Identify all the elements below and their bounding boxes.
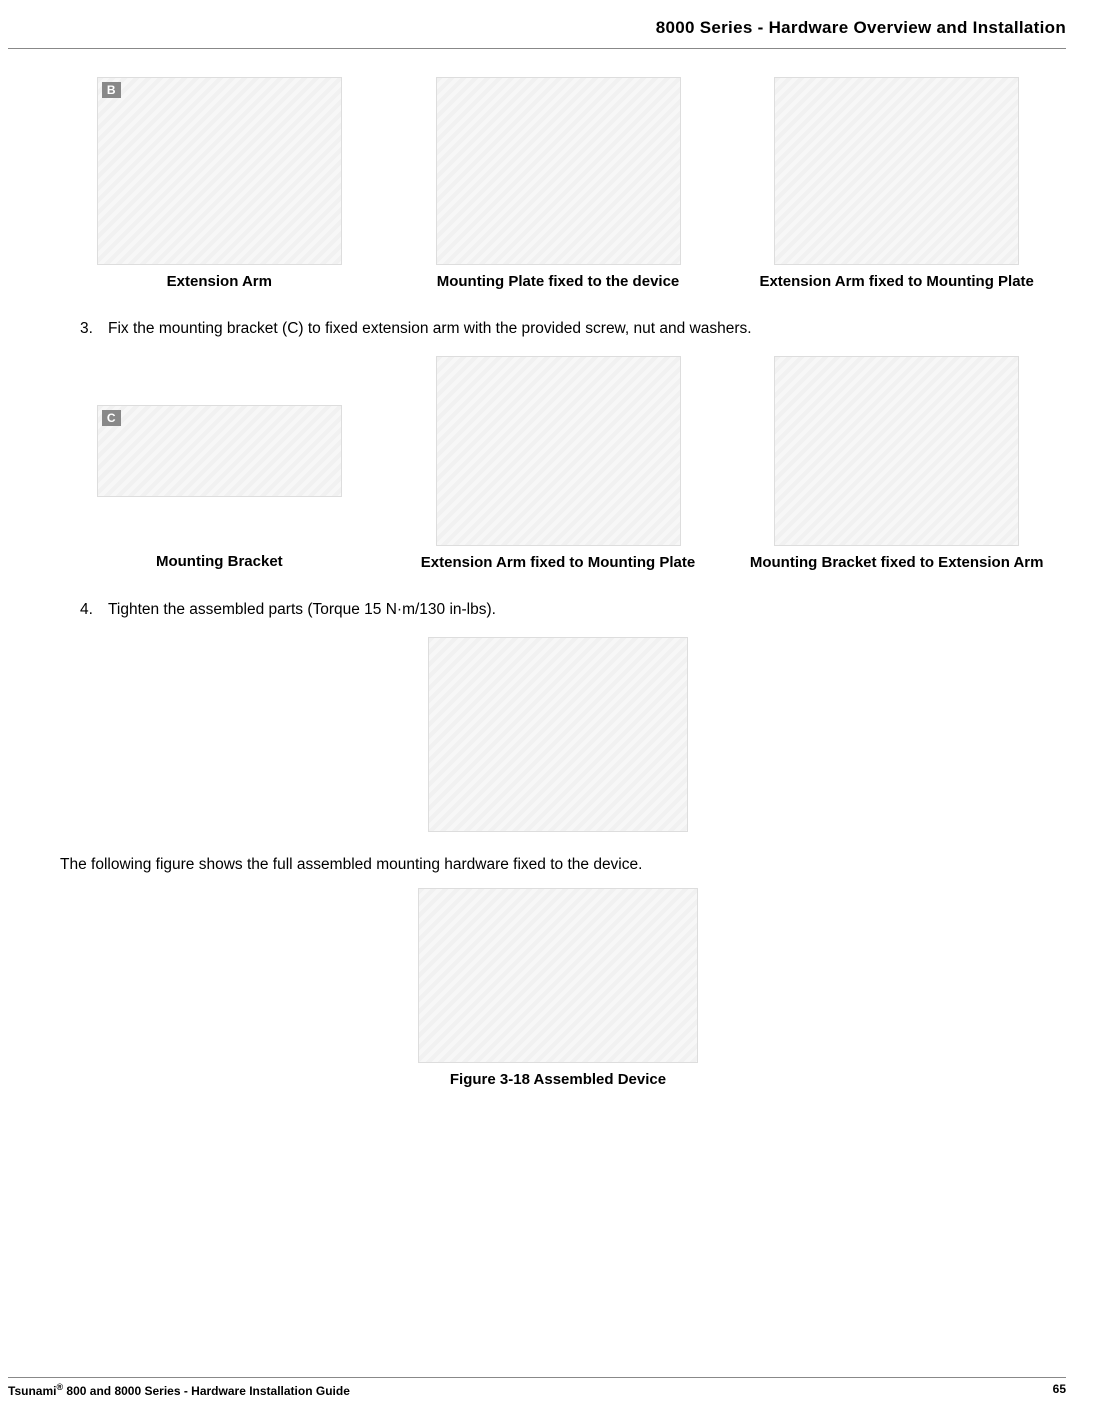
image-arm-on-plate-2 (436, 356, 681, 546)
image-cell: B Extension Arm (60, 77, 379, 292)
image-row-2: C Mounting Bracket Extension Arm fixed t… (60, 356, 1056, 573)
caption: Extension Arm (167, 273, 272, 292)
footer-rule (8, 1377, 1066, 1378)
footer-row: Tsunami® 800 and 8000 Series - Hardware … (8, 1382, 1066, 1398)
caption: Extension Arm fixed to Mounting Plate (421, 554, 695, 573)
step-number: 3. (80, 320, 108, 338)
image-cell: Extension Arm fixed to Mounting Plate (737, 77, 1056, 292)
image-cell: Extension Arm fixed to Mounting Plate (399, 356, 718, 573)
single-image-2: Figure 3-18 Assembled Device (60, 888, 1056, 1088)
footer-brand: Tsunami (8, 1384, 56, 1398)
image-assembled-device (418, 888, 698, 1063)
single-image-1 (60, 637, 1056, 832)
page-header: 8000 Series - Hardware Overview and Inst… (0, 0, 1096, 48)
image-row-1: B Extension Arm Mounting Plate fixed to … (60, 77, 1056, 292)
image-cell: C Mounting Bracket (60, 356, 379, 573)
image-extension-arm: B (97, 77, 342, 265)
image-assembled-parts (428, 637, 688, 832)
body-text: The following figure shows the full asse… (60, 856, 1056, 874)
image-mounting-bracket: C (97, 405, 342, 497)
image-cell: Mounting Bracket fixed to Extension Arm (737, 356, 1056, 573)
caption: Extension Arm fixed to Mounting Plate (759, 273, 1033, 292)
image-arm-on-plate (774, 77, 1019, 265)
page-content: B Extension Arm Mounting Plate fixed to … (0, 49, 1096, 1088)
page-number: 65 (1053, 1382, 1066, 1398)
caption: Mounting Bracket (156, 553, 283, 572)
image-badge-c: C (102, 410, 121, 426)
step-3: 3. Fix the mounting bracket (C) to fixed… (80, 320, 1056, 338)
page-footer: Tsunami® 800 and 8000 Series - Hardware … (8, 1377, 1066, 1398)
caption: Mounting Plate fixed to the device (437, 273, 680, 292)
step-text: Fix the mounting bracket (C) to fixed ex… (108, 320, 752, 338)
caption: Mounting Bracket fixed to Extension Arm (750, 554, 1044, 573)
step-number: 4. (80, 601, 108, 619)
image-cell: Mounting Plate fixed to the device (399, 77, 718, 292)
image-badge-b: B (102, 82, 121, 98)
image-bracket-on-arm (774, 356, 1019, 546)
figure-caption: Figure 3-18 Assembled Device (450, 1071, 666, 1088)
footer-left: Tsunami® 800 and 8000 Series - Hardware … (8, 1382, 350, 1398)
header-title: 8000 Series - Hardware Overview and Inst… (656, 18, 1066, 37)
footer-title: 800 and 8000 Series - Hardware Installat… (63, 1384, 350, 1398)
image-mounting-plate (436, 77, 681, 265)
step-text: Tighten the assembled parts (Torque 15 N… (108, 601, 496, 619)
step-4: 4. Tighten the assembled parts (Torque 1… (80, 601, 1056, 619)
